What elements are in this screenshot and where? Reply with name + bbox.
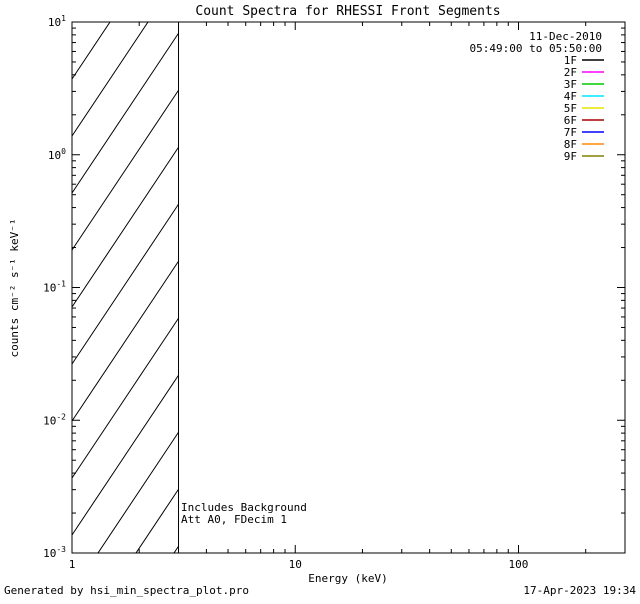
hatch-line bbox=[72, 32, 179, 194]
hatch-line bbox=[97, 431, 179, 553]
observation-time-range: 05:49:00 to 05:50:00 bbox=[470, 42, 602, 55]
tick-labels: 1 10 100 10-3 10-2 10-1 100 101 bbox=[43, 14, 528, 571]
hatch-line bbox=[72, 22, 73, 23]
x-tick-label: 100 bbox=[509, 558, 529, 571]
footer-timestamp: 17-Apr-2023 19:34 bbox=[523, 584, 636, 597]
hatch-line bbox=[72, 89, 179, 251]
hatch-line bbox=[72, 22, 111, 80]
legend-label: 8F bbox=[564, 138, 577, 151]
background-note: Includes Background bbox=[181, 501, 307, 514]
y-tick-label: 100 bbox=[48, 147, 66, 162]
y-tick-label: 101 bbox=[48, 14, 66, 29]
y-axis-label: counts cm⁻² s⁻¹ keV⁻¹ bbox=[8, 218, 21, 357]
x-axis-label: Energy (keV) bbox=[308, 572, 387, 585]
hatch-line bbox=[72, 203, 179, 365]
hatch-line bbox=[72, 22, 149, 137]
legend-label: 5F bbox=[564, 102, 577, 115]
legend-label: 2F bbox=[564, 66, 577, 79]
legend-label: 4F bbox=[564, 90, 577, 103]
footer-generator-note: Generated by hsi_min_spectra_plot.pro bbox=[4, 584, 249, 597]
axes bbox=[71, 21, 626, 554]
hatch-line bbox=[72, 146, 179, 308]
hatch-line bbox=[72, 374, 179, 536]
observation-date: 11-Dec-2010 bbox=[529, 30, 602, 43]
x-tick-label: 10 bbox=[289, 558, 302, 571]
x-tick-label: 1 bbox=[69, 558, 76, 571]
hatch-line bbox=[72, 317, 179, 479]
legend-label: 1F bbox=[564, 54, 577, 67]
chart-title: Count Spectra for RHESSI Front Segments bbox=[195, 4, 500, 19]
hatch-line bbox=[135, 488, 179, 553]
hatched-region bbox=[72, 22, 179, 553]
legend-label: 6F bbox=[564, 114, 577, 127]
attenuator-note: Att A0, FDecim 1 bbox=[181, 513, 287, 526]
legend-label: 7F bbox=[564, 126, 577, 139]
hatch-line bbox=[72, 260, 179, 422]
legend-label: 3F bbox=[564, 78, 577, 91]
legend-label: 9F bbox=[564, 150, 577, 163]
y-tick-label: 10-3 bbox=[43, 545, 66, 560]
y-tick-label: 10-2 bbox=[43, 412, 66, 427]
y-tick-label: 10-1 bbox=[43, 280, 66, 295]
plot-frame bbox=[71, 21, 626, 554]
